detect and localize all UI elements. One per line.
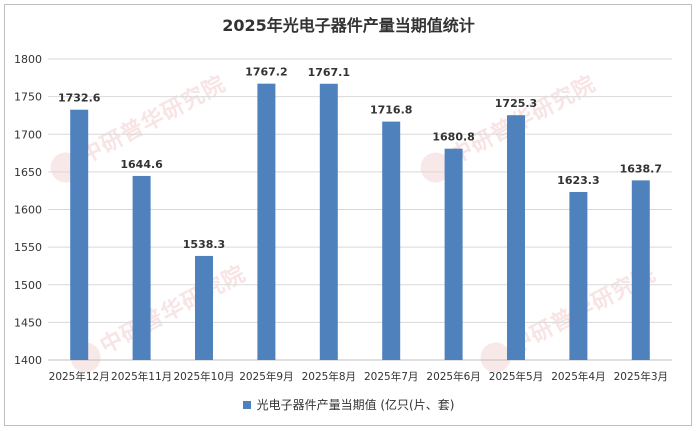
data-label: 1725.3 [495,97,537,110]
data-label: 1638.7 [620,162,662,175]
bar [195,255,213,360]
bar [319,83,338,360]
x-tick-label: 2025年3月 [614,370,668,383]
x-tick-label: 2025年12月 [49,370,110,383]
bar [631,180,650,360]
y-tick-label: 1500 [14,279,42,292]
y-tick-label: 1550 [14,241,42,254]
y-tick-label: 1700 [14,128,42,141]
y-tick-label: 1600 [14,204,42,217]
legend: 光电子器件产量当期值 (亿只(片、套) [0,396,697,413]
bar [507,115,525,360]
bar [257,83,276,360]
data-label: 1538.3 [183,238,225,251]
x-tick-label: 2025年8月 [302,370,356,383]
data-label: 1732.6 [58,92,101,105]
data-label: 1767.2 [245,66,287,79]
legend-swatch [242,400,251,409]
x-tick-label: 2025年11月 [111,370,172,383]
y-tick-label: 1400 [14,354,42,367]
x-tick-label: 2025年7月 [364,370,418,383]
bar [70,109,89,360]
x-tick-label: 2025年4月 [551,370,605,383]
bar [382,121,401,360]
x-tick-label: 2025年9月 [239,370,293,383]
x-tick-label: 2025年10月 [173,370,234,383]
y-tick-label: 1650 [14,166,42,179]
chart-title: 2025年光电子器件产量当期值统计 [222,16,475,35]
data-label: 1716.8 [370,104,412,117]
y-tick-label: 1450 [14,316,42,329]
data-label: 1767.1 [308,66,350,79]
x-tick-label: 2025年5月 [489,370,543,383]
bar [444,148,463,360]
y-tick-label: 1750 [14,91,42,104]
data-label: 1680.8 [432,131,474,144]
legend-label: 光电子器件产量当期值 (亿只(片、套) [256,398,455,412]
bar [132,175,151,360]
data-label: 1623.3 [557,174,599,187]
x-tick-label: 2025年6月 [426,370,480,383]
y-tick-label: 1800 [14,53,42,66]
bar [569,191,588,360]
data-label: 1644.6 [120,158,163,171]
